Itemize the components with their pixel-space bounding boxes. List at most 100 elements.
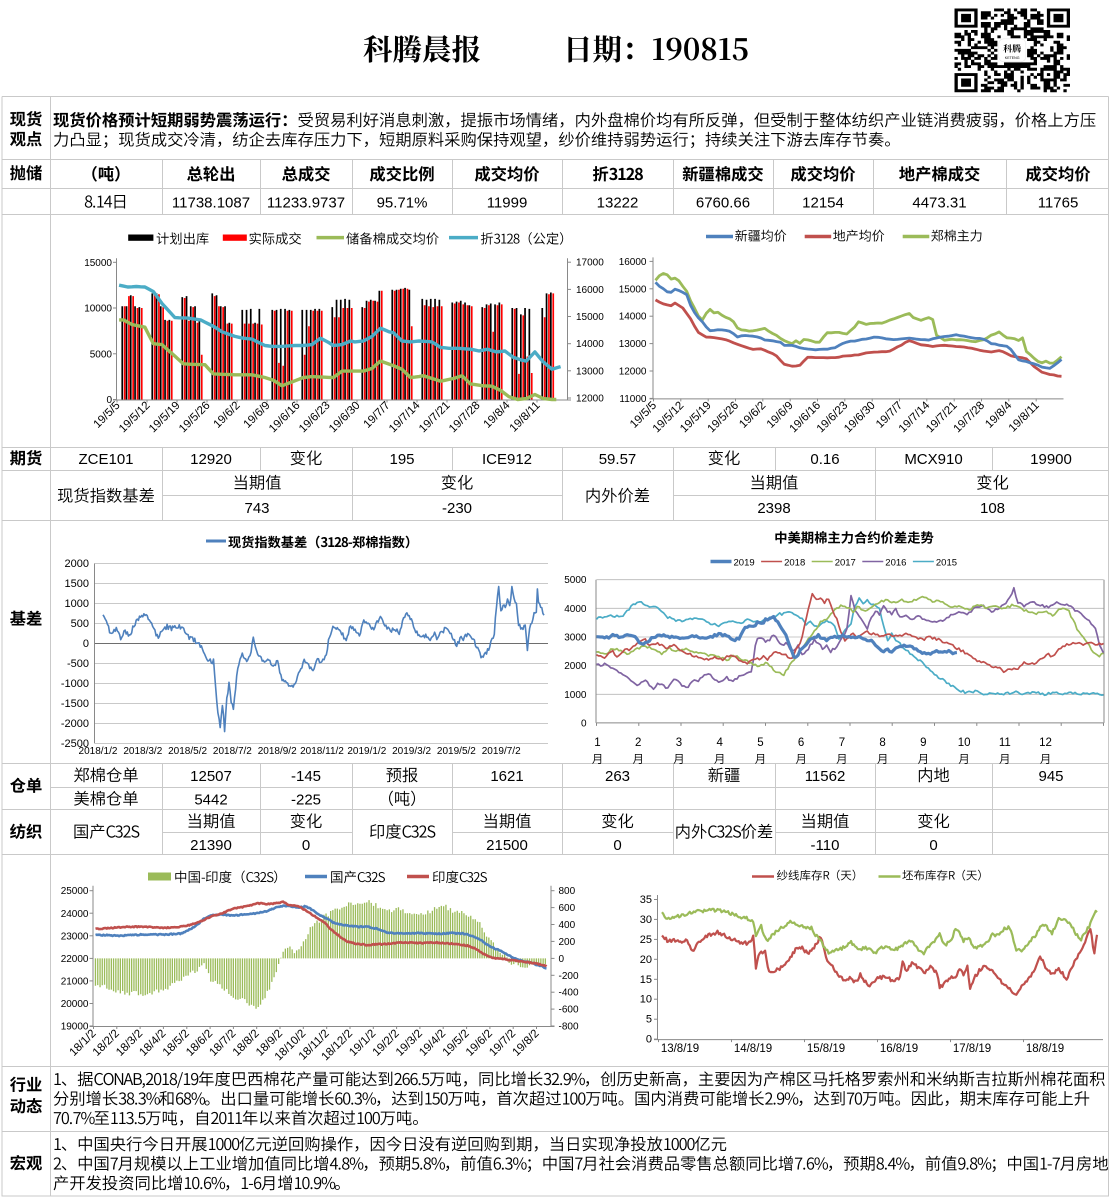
svg-text:ZCE101: ZCE101 (78, 451, 133, 468)
svg-text:19/7/28: 19/7/28 (952, 400, 988, 436)
svg-text:-230: -230 (442, 500, 472, 517)
svg-text:-400: -400 (559, 988, 579, 999)
svg-text:945: 945 (1038, 768, 1063, 785)
svg-text:0: 0 (83, 638, 89, 650)
svg-text:5: 5 (757, 737, 763, 749)
svg-text:19/7/14: 19/7/14 (387, 399, 423, 435)
svg-text:3000: 3000 (564, 633, 587, 644)
svg-text:11000: 11000 (619, 394, 647, 405)
svg-text:0: 0 (929, 837, 937, 854)
svg-text:-145: -145 (291, 768, 321, 785)
svg-text:11233.9737: 11233.9737 (267, 195, 345, 212)
svg-text:2000: 2000 (65, 558, 89, 570)
svg-text:19900: 19900 (1030, 451, 1072, 468)
svg-text:19/6/23: 19/6/23 (297, 400, 333, 436)
svg-text:3: 3 (676, 737, 682, 749)
svg-text:19/5/26: 19/5/26 (177, 400, 213, 436)
svg-text:15000: 15000 (619, 284, 647, 295)
svg-text:500: 500 (71, 618, 89, 630)
svg-text:1000: 1000 (564, 690, 587, 701)
svg-text:2018/11/2: 2018/11/2 (300, 746, 344, 757)
svg-text:1500: 1500 (65, 578, 89, 590)
svg-text:-1000: -1000 (61, 678, 89, 690)
svg-text:KETENG: KETENG (1005, 56, 1020, 60)
svg-text:35: 35 (640, 894, 652, 906)
svg-text:-600: -600 (559, 1005, 579, 1016)
svg-text:19/5/12: 19/5/12 (117, 400, 153, 436)
svg-text:0: 0 (646, 1034, 652, 1046)
svg-text:0: 0 (106, 395, 112, 406)
svg-text:0.16: 0.16 (810, 451, 839, 468)
svg-text:5000: 5000 (90, 349, 113, 360)
svg-text:95.71%: 95.71% (377, 195, 428, 212)
svg-text:12: 12 (1039, 737, 1052, 749)
svg-text:6: 6 (798, 737, 804, 749)
svg-text:195: 195 (389, 451, 414, 468)
svg-text:11999: 11999 (487, 195, 528, 212)
svg-text:-110: -110 (811, 837, 840, 854)
svg-text:14/8/19: 14/8/19 (734, 1043, 772, 1055)
svg-text:2000: 2000 (564, 661, 587, 672)
svg-text:16000: 16000 (619, 257, 647, 268)
svg-text:19/8/11: 19/8/11 (508, 400, 543, 435)
svg-text:2016: 2016 (885, 558, 906, 569)
svg-text:0: 0 (559, 954, 565, 965)
svg-text:5000: 5000 (564, 575, 587, 586)
svg-text:263: 263 (605, 768, 630, 785)
svg-text:25: 25 (640, 934, 652, 946)
svg-text:MCX910: MCX910 (904, 451, 962, 468)
svg-text:8: 8 (879, 737, 885, 749)
svg-text:400: 400 (559, 920, 576, 931)
svg-text:2018: 2018 (784, 558, 805, 569)
svg-text:21500: 21500 (486, 837, 528, 854)
svg-text:11765: 11765 (1038, 195, 1079, 212)
svg-text:-225: -225 (291, 792, 321, 809)
svg-text:2: 2 (635, 737, 641, 749)
svg-text:800: 800 (559, 886, 576, 897)
svg-text:18/8/19: 18/8/19 (1026, 1043, 1064, 1055)
svg-text:ICE912: ICE912 (482, 451, 532, 468)
svg-text:16/8/19: 16/8/19 (880, 1043, 918, 1055)
svg-text:12154: 12154 (802, 195, 844, 212)
svg-text:11: 11 (999, 737, 1011, 749)
svg-text:13000: 13000 (576, 366, 604, 377)
svg-text:6760.66: 6760.66 (696, 195, 750, 212)
svg-text:4: 4 (716, 737, 723, 749)
svg-text:4473.31: 4473.31 (912, 195, 966, 212)
svg-text:10: 10 (958, 737, 971, 749)
svg-text:10000: 10000 (84, 304, 112, 315)
svg-text:-800: -800 (559, 1022, 579, 1033)
svg-text:21390: 21390 (190, 837, 232, 854)
svg-text:14000: 14000 (576, 339, 604, 350)
svg-text:13000: 13000 (619, 339, 647, 350)
svg-text:-1500: -1500 (61, 698, 89, 710)
svg-text:20000: 20000 (61, 999, 89, 1010)
svg-text:0: 0 (581, 718, 587, 729)
svg-text:2018/7/2: 2018/7/2 (213, 746, 252, 757)
svg-text:2019/5/2: 2019/5/2 (437, 746, 476, 757)
svg-text:2018/1/2: 2018/1/2 (79, 746, 118, 757)
svg-text:200: 200 (559, 937, 576, 948)
svg-text:12920: 12920 (190, 451, 232, 468)
svg-text:59.57: 59.57 (599, 451, 637, 468)
svg-text:14000: 14000 (619, 312, 647, 323)
svg-text:15000: 15000 (576, 312, 604, 323)
svg-text:1: 1 (594, 737, 600, 749)
svg-text:19/6/16: 19/6/16 (267, 400, 303, 436)
svg-text:2015: 2015 (936, 558, 957, 569)
svg-text:19/8/2: 19/8/2 (511, 1028, 542, 1059)
svg-text:11738.1087: 11738.1087 (172, 195, 250, 212)
svg-text:-200: -200 (559, 971, 579, 982)
svg-text:19/6/30: 19/6/30 (842, 400, 878, 436)
svg-text:15: 15 (640, 974, 652, 986)
svg-text:7: 7 (839, 737, 845, 749)
svg-text:24000: 24000 (61, 909, 89, 920)
svg-text:1621: 1621 (490, 768, 523, 785)
svg-text:2398: 2398 (757, 500, 790, 517)
svg-text:30: 30 (640, 914, 652, 926)
svg-text:2017: 2017 (835, 558, 856, 569)
svg-text:19/6/30: 19/6/30 (327, 400, 363, 436)
svg-text:10: 10 (640, 994, 652, 1006)
svg-text:19/7/28: 19/7/28 (447, 400, 483, 436)
svg-text:12000: 12000 (576, 394, 604, 405)
